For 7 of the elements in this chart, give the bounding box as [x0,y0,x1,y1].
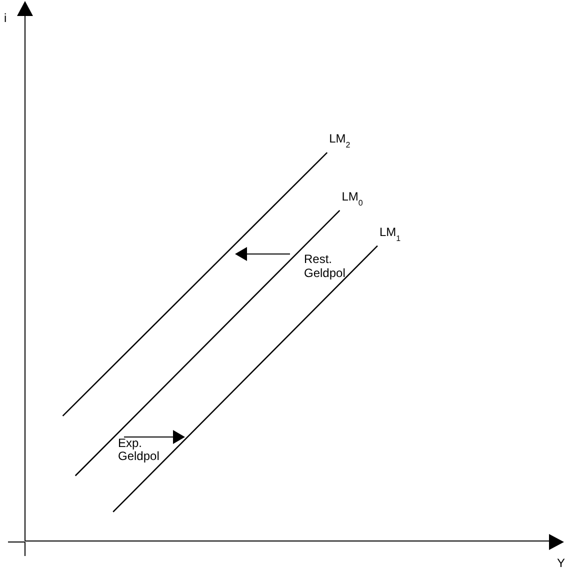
series-label: LM$_{0}$ [342,189,364,207]
annotation: Rest. Geldpol [304,252,346,280]
series-label: LM$_{1}$ [379,224,402,242]
annotation: Exp. Geldpol [118,436,160,463]
series-label: LM$_{2}$ [329,132,351,150]
x-axis-title: Y [557,556,566,570]
text: i [4,11,7,25]
